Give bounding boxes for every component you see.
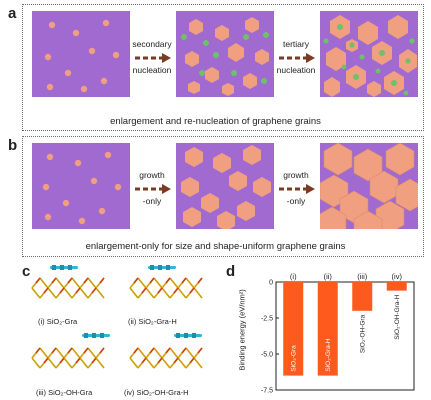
- y-axis-label: Binding energy (eV/nm²): [237, 289, 247, 371]
- panel-a-label: a: [8, 5, 17, 22]
- panel-a-arrow1: [135, 53, 171, 63]
- panel-a-stage-3-grains: [323, 15, 417, 97]
- panel-b-arrow1-label: growth -only: [131, 170, 173, 207]
- category-label: (i): [290, 272, 297, 281]
- bar: [317, 282, 338, 376]
- arrow-label-line1: secondary: [132, 39, 172, 49]
- y-tick-label: 0: [269, 280, 273, 287]
- panel-a-caption: enlargement and re-nucleation of graphen…: [110, 116, 321, 127]
- panel-d-label: d: [226, 263, 236, 280]
- arrow-label-line2: -only: [142, 195, 162, 206]
- y-tick-label: -7.5: [261, 388, 273, 395]
- binding-energy-chart: 0 -2.5 -5.0 -7.5 (i) SiO₂-Gra (ii) SiO₂-Gra-H (i…: [261, 272, 415, 395]
- panel-a-stage-3: [320, 11, 418, 97]
- arrow-label-line2: -only: [286, 195, 306, 206]
- bar-data-label: SiO₂-Gra-H: [325, 338, 332, 372]
- panel-b-frame: [22, 136, 424, 257]
- panel-b-arrow2: [279, 184, 315, 194]
- panel-a-arrow2: [279, 53, 315, 63]
- panel-b-label: b: [8, 137, 18, 154]
- structure-label-iv: (iv) SiO₂-OH-Gra-H: [124, 388, 189, 397]
- panel-b-arrow1: [135, 184, 171, 194]
- panel-b-stage-1-grains: [42, 151, 122, 225]
- bar: [283, 282, 304, 376]
- panel-b-arrow2-label: growth -only: [275, 170, 317, 207]
- category-label: (iii): [357, 272, 367, 281]
- panel-c-structures: [31, 262, 203, 369]
- structure-label-ii: (ii) SiO₂-Gra-H: [128, 317, 177, 326]
- structure-label-iii: (iii) SiO₂-OH-Gra: [36, 388, 93, 397]
- panel-a-stage-2: [176, 11, 274, 97]
- bar: [352, 282, 373, 311]
- panel-a-stage-2-grains: [181, 17, 269, 96]
- panel-b-stage-2-grains: [181, 145, 271, 229]
- category-label: (iv): [392, 272, 403, 281]
- arrow-label-line2: nucleation: [132, 64, 172, 75]
- structure-label-i: (i) SiO₂-Gra: [38, 317, 78, 326]
- panel-c-label: c: [22, 263, 31, 280]
- panel-a-frame: [22, 4, 424, 131]
- y-tick-label: -2.5: [261, 316, 273, 323]
- panel-b-stage-3-grains: [320, 143, 418, 229]
- arrow-label-line1: growth: [283, 170, 309, 180]
- bar-data-label: SiO₂-OH-Gra-H: [394, 294, 401, 339]
- panel-b-stage-3: [320, 143, 418, 229]
- y-tick-label: -5.0: [261, 352, 273, 359]
- panel-a-stage-1: [32, 11, 130, 97]
- category-label: (ii): [324, 272, 333, 281]
- bar: [386, 282, 407, 291]
- panel-a-arrow1-label: secondary nucleation: [131, 39, 173, 76]
- arrow-label-line1: tertiary: [283, 39, 309, 49]
- panel-b-stage-2: [176, 143, 274, 229]
- plot-frame: [275, 281, 415, 391]
- arrow-label-line1: growth: [139, 170, 165, 180]
- panel-a-arrow2-label: tertiary nucleation: [275, 39, 317, 76]
- bar-data-label: SiO₂-Gra: [291, 345, 298, 372]
- panel-b-stage-1: [32, 143, 130, 229]
- panel-a-stage-1-grains: [44, 19, 120, 93]
- panel-b-caption: enlargement-only for size and shape-unif…: [85, 241, 346, 252]
- arrow-label-line2: nucleation: [276, 64, 316, 75]
- bar-data-label: SiO₂-OH-Gra: [360, 314, 367, 353]
